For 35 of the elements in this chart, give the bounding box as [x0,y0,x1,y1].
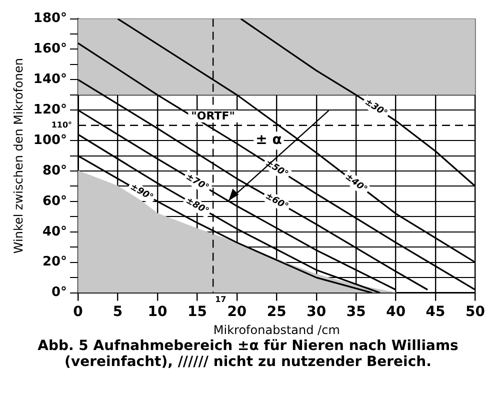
x-tick-label: 0 [73,304,84,320]
y-tick-label: 120° [33,102,68,118]
x-tick-label: 45 [426,304,446,320]
y-tick-label: 140° [33,72,68,88]
text: ±80° [184,196,210,217]
y-tick-label: 180° [33,11,68,26]
x-tick-label: 20 [227,304,247,320]
y-tick-label: 60° [42,194,68,209]
text: ±50° [263,158,290,180]
text: ±30° [362,97,389,120]
x-tick-label: 30 [306,304,326,320]
x-tick-label: 15 [187,304,207,320]
ref-line-label: 17 [215,294,226,304]
y-tick-label: 100° [33,132,68,148]
text: ±90° [128,182,155,204]
x-tick-label: 50 [466,304,486,320]
x-tick-label: 25 [266,304,286,320]
ref-line-label: 110° [51,120,72,130]
y-tick-label: 0° [51,285,68,300]
x-axis-title: Mikrofonabstand /cm [213,322,340,337]
y-axis-title: Winkel zwischen den Mikrofonen [11,58,26,254]
y-tick-label: 40° [42,224,68,240]
x-tick-label: 40 [386,304,406,320]
text: ±60° [263,191,290,212]
text: ±40° [343,172,369,195]
x-tick-label: 10 [148,304,168,320]
annotation: ± α [256,132,282,148]
annotation: "ORTF" [191,110,235,123]
x-tick-label: 5 [112,304,123,320]
x-tick-label: 35 [346,304,366,320]
y-tick-label: 80° [42,163,68,178]
text: ±70° [184,172,210,194]
y-tick-label: 20° [42,254,68,270]
y-tick-label: 160° [33,42,68,57]
caption: Abb. 5 Aufnahmebereich ±α für Nieren nach Williams (vereinfacht), ////// nicht zu nutzender Bereich. [36,338,460,370]
